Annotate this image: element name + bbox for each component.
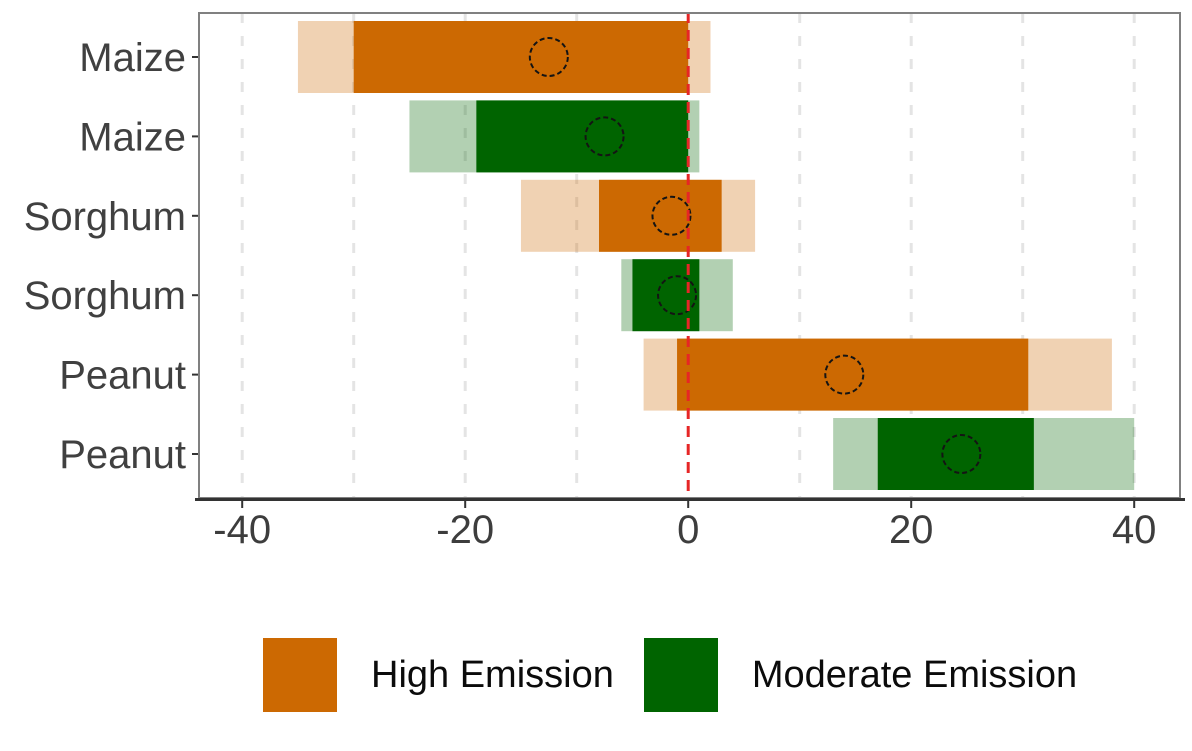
legend-item-high-emission: High Emission — [263, 638, 614, 712]
bar-inner-range — [599, 179, 722, 252]
chart-plot-area: -40 -20 0 20 40 Maize Maize Sorghum Sorghum Peanu… — [24, 12, 1185, 552]
y-axis-label: Maize — [79, 36, 186, 80]
bar-inner-range — [476, 100, 689, 173]
x-tick-label: 0 — [677, 508, 699, 552]
legend-label: High Emission — [371, 653, 614, 696]
median-circle — [657, 275, 698, 316]
median-circle — [584, 116, 625, 157]
y-axis-label: Sorghum — [24, 274, 186, 318]
bar-inner-range — [353, 21, 689, 93]
legend-item-moderate-emission: Moderate Emission — [643, 638, 1078, 712]
x-tick-label: 40 — [1112, 508, 1157, 552]
median-circle — [824, 354, 865, 395]
median-circle — [651, 195, 692, 236]
y-axis-label: Peanut — [59, 433, 186, 477]
chart-legend: High Emission Moderate Emission — [263, 638, 1077, 712]
x-tick-label: 20 — [889, 508, 934, 552]
median-circle — [941, 434, 982, 474]
y-axis-label: Maize — [79, 115, 186, 159]
legend-label: Moderate Emission — [751, 653, 1078, 696]
bar-inner-range — [677, 338, 1029, 411]
y-axis-label: Peanut — [59, 354, 186, 398]
x-tick-label: -20 — [436, 508, 494, 552]
x-tick-label: -40 — [213, 508, 271, 552]
bar-inner-range — [877, 418, 1034, 490]
moderate-emission-swatch — [643, 638, 718, 712]
y-axis-label: Sorghum — [24, 195, 186, 239]
median-circle — [528, 37, 569, 77]
high-emission-swatch — [263, 638, 337, 712]
